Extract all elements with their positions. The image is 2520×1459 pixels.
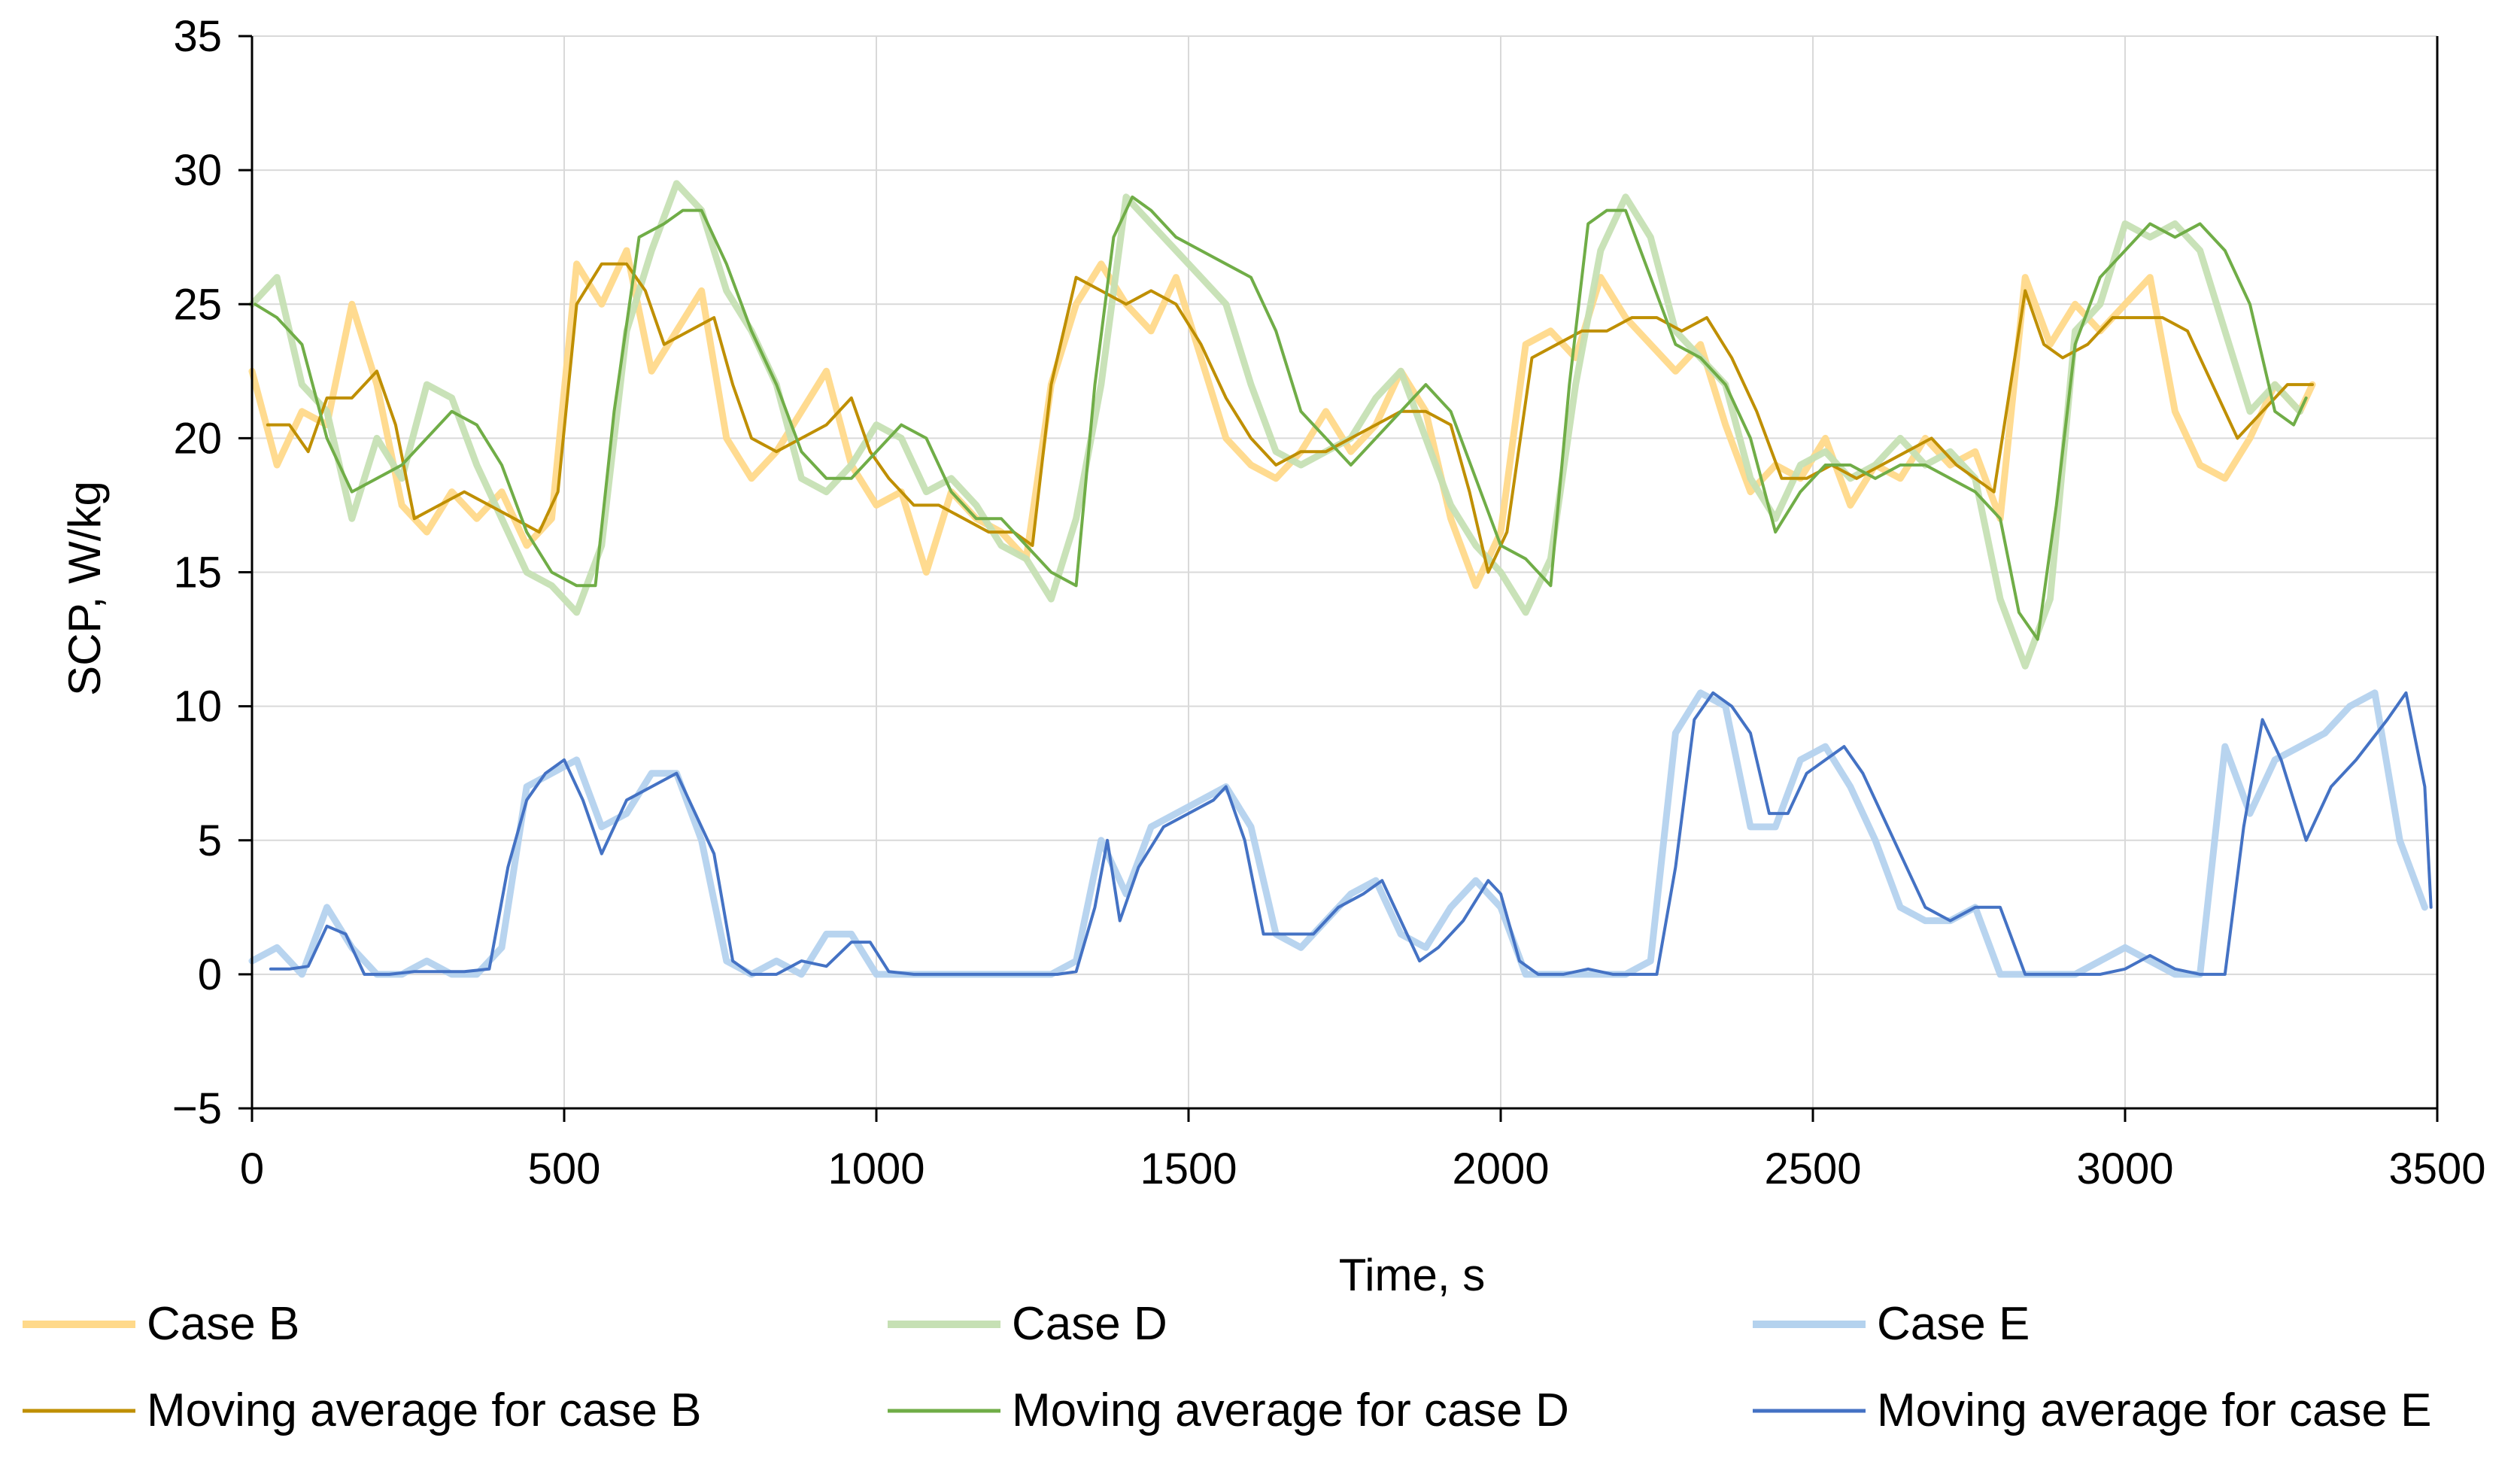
x-tick-label: 500 <box>528 1144 601 1193</box>
y-tick-label: 0 <box>198 950 222 999</box>
x-tick-label: 1500 <box>1140 1144 1237 1193</box>
axes <box>238 35 2439 1122</box>
legend-label: Moving average for case E <box>1877 1385 2432 1436</box>
legend-label: Case B <box>147 1298 299 1350</box>
legend-label: Case D <box>1012 1298 1167 1350</box>
y-tick-label: 5 <box>198 816 222 865</box>
legend-label: Case E <box>1877 1298 2030 1350</box>
y-tick-label: 35 <box>173 12 222 61</box>
x-tick-label: 2500 <box>1764 1144 1861 1193</box>
legend-label: Moving average for case D <box>1012 1385 1569 1436</box>
legend: Case B Case D Case E Moving average for cas… <box>23 1298 2432 1436</box>
case-d-line <box>248 180 2303 670</box>
x-tick-label: 0 <box>240 1144 264 1193</box>
x-tick-label: 1000 <box>827 1144 925 1193</box>
moving-average-for-case-e-line <box>269 691 2433 976</box>
y-tick-label: −5 <box>172 1084 222 1133</box>
x-tick-label: 3500 <box>2388 1144 2485 1193</box>
y-tick-label: 20 <box>173 414 222 463</box>
y-tick-label: 15 <box>173 549 222 597</box>
x-axis-title: Time, s <box>1339 1250 1485 1300</box>
y-tick-labels: −5 0 5 10 15 20 25 30 35 <box>172 12 222 1133</box>
x-tick-label: 3000 <box>2076 1144 2173 1193</box>
moving-average-for-case-b-line <box>266 262 2314 574</box>
legend-label: Moving average for case B <box>147 1385 702 1436</box>
moving-average-for-case-d-line <box>254 195 2308 641</box>
x-tick-labels: 0 500 1000 1500 2000 2500 3000 3500 <box>240 1144 2486 1193</box>
y-tick-label: 30 <box>173 146 222 195</box>
moving-average-series-group <box>254 195 2433 976</box>
y-tick-label: 25 <box>173 280 222 329</box>
case-b-line <box>248 247 2316 589</box>
y-tick-label: 10 <box>173 682 222 731</box>
x-tick-label: 2000 <box>1452 1144 1549 1193</box>
y-axis-title: SCP, W/kg <box>59 481 110 696</box>
